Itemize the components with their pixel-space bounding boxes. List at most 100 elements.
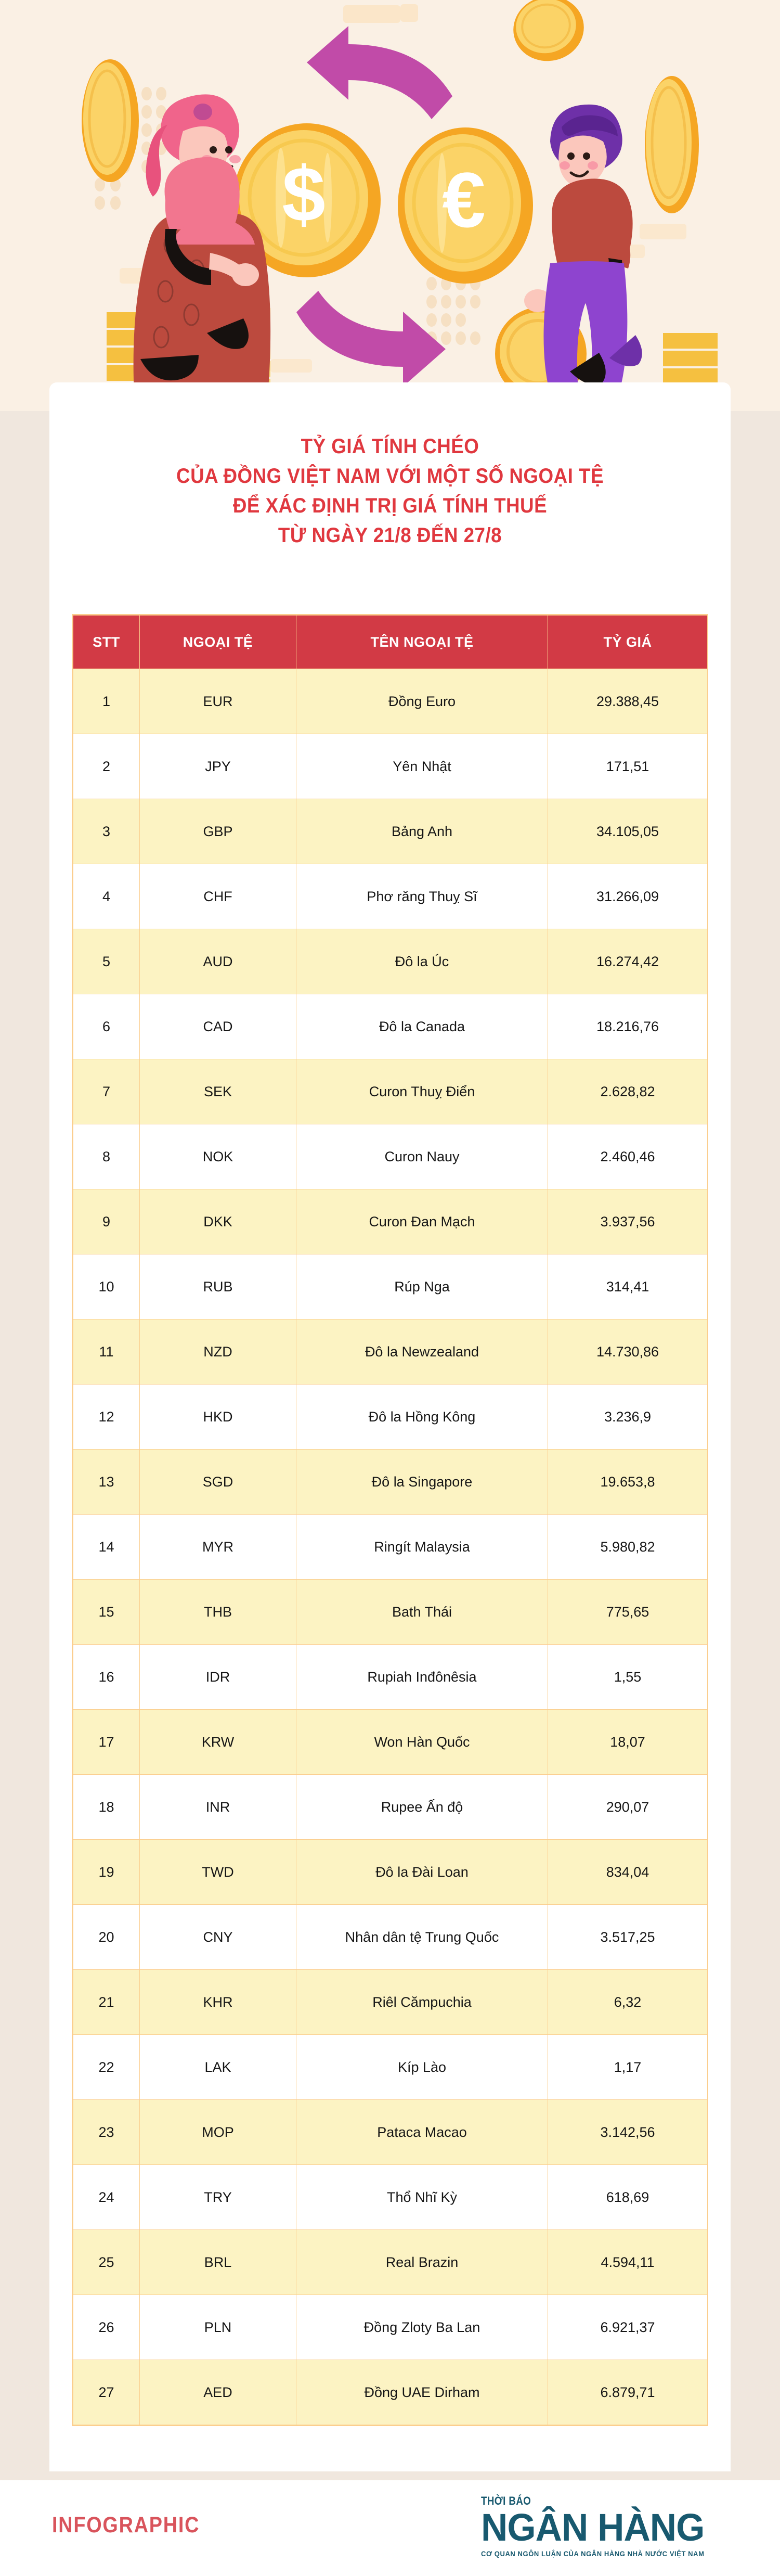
- cell-rate: 314,41: [548, 1254, 708, 1319]
- cell-stt: 9: [73, 1189, 140, 1254]
- cell-currency-code: BRL: [139, 2229, 296, 2295]
- table-row: 16 IDR Rupiah Inđônêsia 1,55: [73, 1644, 708, 1710]
- hero-illustration: $ €: [0, 0, 780, 411]
- cell-rate: 16.274,42: [548, 929, 708, 994]
- cell-rate: 18,07: [548, 1709, 708, 1775]
- table-row: 1 EUR Đồng Euro 29.388,45: [73, 669, 708, 734]
- table-row: 20 CNY Nhân dân tệ Trung Quốc 3.517,25: [73, 1904, 708, 1970]
- arrow-left-top: [307, 26, 452, 119]
- cell-currency-code: MYR: [139, 1514, 296, 1580]
- table-row: 27 AED Đồng UAE Dirham 6.879,71: [73, 2360, 708, 2425]
- cell-rate: 1,55: [548, 1644, 708, 1710]
- cell-stt: 27: [73, 2360, 140, 2425]
- cell-stt: 23: [73, 2099, 140, 2165]
- cell-currency-code: INR: [139, 1774, 296, 1840]
- exchange-rate-table-wrapper: STT NGOẠI TỆ TÊN NGOẠI TỆ TỶ GIÁ 1 EUR Đồn…: [72, 614, 708, 2426]
- table-row: 24 TRY Thổ Nhĩ Kỳ 618,69: [73, 2164, 708, 2230]
- cell-currency-code: KRW: [139, 1709, 296, 1775]
- cell-currency-name: Phơ răng Thuỵ Sĩ: [296, 864, 548, 929]
- cell-currency-name: Curon Đan Mạch: [296, 1189, 548, 1254]
- coin-dollar: $: [233, 123, 381, 277]
- cell-stt: 8: [73, 1124, 140, 1189]
- content-card: TỶ GIÁ TÍNH CHÉO CỦA ĐỒNG VIỆT NAM VỚI M…: [49, 382, 731, 2471]
- cell-stt: 6: [73, 994, 140, 1059]
- floating-coin-top-right: [513, 0, 584, 61]
- cell-currency-name: Won Hàn Quốc: [296, 1709, 548, 1775]
- character-man: [524, 104, 643, 411]
- cell-stt: 7: [73, 1059, 140, 1124]
- footer: INFOGRAPHIC THỜI BÁO NGÂN HÀNG CƠ QUAN N…: [0, 2480, 780, 2576]
- table-row: 5 AUD Đô la Úc 16.274,42: [73, 929, 708, 994]
- table-row: 19 TWD Đô la Đài Loan 834,04: [73, 1839, 708, 1905]
- cell-stt: 5: [73, 929, 140, 994]
- table-row: 17 KRW Won Hàn Quốc 18,07: [73, 1709, 708, 1775]
- cell-currency-name: Nhân dân tệ Trung Quốc: [296, 1904, 548, 1970]
- cell-currency-name: Ringít Malaysia: [296, 1514, 548, 1580]
- cell-stt: 1: [73, 669, 140, 734]
- exchange-rate-table: STT NGOẠI TỆ TÊN NGOẠI TỆ TỶ GIÁ 1 EUR Đồn…: [73, 615, 708, 2425]
- cell-rate: 775,65: [548, 1579, 708, 1645]
- table-row: 6 CAD Đô la Canada 18.216,76: [73, 994, 708, 1059]
- table-row: 25 BRL Real Brazin 4.594,11: [73, 2229, 708, 2295]
- cell-stt: 12: [73, 1384, 140, 1450]
- table-row: 15 THB Bath Thái 775,65: [73, 1579, 708, 1645]
- cell-currency-name: Đô la Hồng Kông: [296, 1384, 548, 1450]
- cell-stt: 19: [73, 1839, 140, 1905]
- cell-rate: 6.879,71: [548, 2360, 708, 2425]
- cell-currency-code: AUD: [139, 929, 296, 994]
- cell-currency-code: RUB: [139, 1254, 296, 1319]
- cell-rate: 6.921,37: [548, 2295, 708, 2360]
- table-row: 26 PLN Đồng Zloty Ba Lan 6.921,37: [73, 2295, 708, 2360]
- logo-subtitle: CƠ QUAN NGÔN LUẬN CỦA NGÂN HÀNG NHÀ NƯỚC…: [481, 2549, 705, 2558]
- cell-currency-code: CAD: [139, 994, 296, 1059]
- column-header-rate: TỶ GIÁ: [548, 615, 708, 669]
- cell-stt: 14: [73, 1514, 140, 1580]
- cell-currency-code: PLN: [139, 2295, 296, 2360]
- cell-currency-code: JPY: [139, 734, 296, 799]
- cell-currency-name: Pataca Macao: [296, 2099, 548, 2165]
- column-header-name: TÊN NGOẠI TỆ: [296, 615, 548, 669]
- cell-rate: 3.142,56: [548, 2099, 708, 2165]
- table-row: 18 INR Rupee Ấn độ 290,07: [73, 1774, 708, 1840]
- cell-rate: 5.980,82: [548, 1514, 708, 1580]
- cell-rate: 1,17: [548, 2034, 708, 2100]
- table-row: 12 HKD Đô la Hồng Kông 3.236,9: [73, 1384, 708, 1450]
- cell-currency-code: CHF: [139, 864, 296, 929]
- cell-stt: 25: [73, 2229, 140, 2295]
- cell-stt: 2: [73, 734, 140, 799]
- cell-rate: 4.594,11: [548, 2229, 708, 2295]
- cell-stt: 18: [73, 1774, 140, 1840]
- cell-currency-name: Riêl Cămpuchia: [296, 1969, 548, 2035]
- table-row: 3 GBP Bảng Anh 34.105,05: [73, 799, 708, 864]
- table-row: 21 KHR Riêl Cămpuchia 6,32: [73, 1969, 708, 2035]
- title-line-2: CỦA ĐỒNG VIỆT NAM VỚI MỘT SỐ NGOẠI TỆ: [176, 465, 604, 488]
- cell-currency-name: Rupiah Inđônêsia: [296, 1644, 548, 1710]
- table-body: 1 EUR Đồng Euro 29.388,45 2 JPY Yên Nhật 171,51…: [73, 669, 708, 2425]
- cell-stt: 21: [73, 1969, 140, 2035]
- logo-main-text: NGÂN HÀNG: [481, 2506, 705, 2549]
- title-line-4: TỪ NGÀY 21/8 ĐẾN 27/8: [278, 524, 502, 547]
- cell-currency-name: Rupee Ấn độ: [296, 1774, 548, 1840]
- publisher-logo: THỜI BÁO NGÂN HÀNG CƠ QUAN NGÔN LUẬN CỦA…: [481, 2494, 751, 2558]
- currency-exchange-illustration: $ €: [0, 0, 780, 411]
- cell-currency-code: CNY: [139, 1904, 296, 1970]
- cell-currency-name: Kíp Lào: [296, 2034, 548, 2100]
- cell-currency-name: Đồng UAE Dirham: [296, 2360, 548, 2425]
- cell-currency-code: SGD: [139, 1449, 296, 1515]
- title-line-3: ĐỂ XÁC ĐỊNH TRỊ GIÁ TÍNH THUẾ: [232, 494, 548, 517]
- cell-stt: 17: [73, 1709, 140, 1775]
- cell-currency-name: Real Brazin: [296, 2229, 548, 2295]
- cell-stt: 4: [73, 864, 140, 929]
- cell-currency-name: Đô la Newzealand: [296, 1319, 548, 1385]
- cell-rate: 2.460,46: [548, 1124, 708, 1189]
- cell-stt: 15: [73, 1579, 140, 1645]
- cell-currency-name: Curon Thuỵ Điển: [296, 1059, 548, 1124]
- cell-currency-name: Yên Nhật: [296, 734, 548, 799]
- cell-currency-name: Bảng Anh: [296, 799, 548, 864]
- cell-currency-code: NOK: [139, 1124, 296, 1189]
- cell-currency-name: Rúp Nga: [296, 1254, 548, 1319]
- table-header-row: STT NGOẠI TỆ TÊN NGOẠI TỆ TỶ GIÁ: [73, 615, 708, 669]
- cell-currency-name: Đô la Canada: [296, 994, 548, 1059]
- cell-rate: 3.517,25: [548, 1904, 708, 1970]
- table-row: 14 MYR Ringít Malaysia 5.980,82: [73, 1514, 708, 1580]
